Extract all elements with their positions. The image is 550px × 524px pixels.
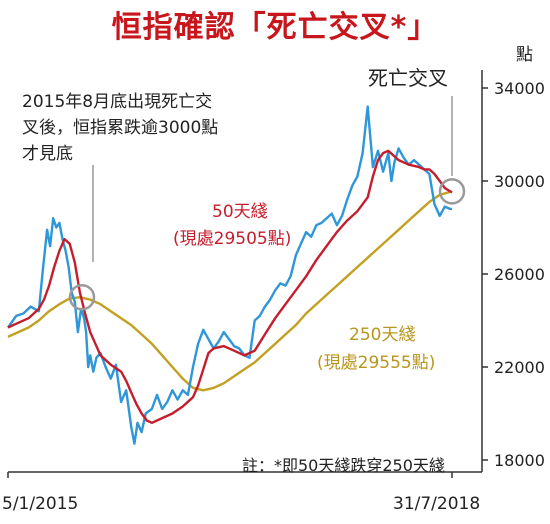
left-note-line-1: 2015年8月底出現死亡交 <box>22 92 212 112</box>
chart-title: 恒指確認「死亡交叉*」 <box>111 10 439 45</box>
ma250-value: (現處29555點) <box>317 353 435 373</box>
y-tick-label: 26000 <box>494 265 545 284</box>
y-ticks: 18000 22000 26000 30000 34000 <box>482 79 545 470</box>
x-label-start: 5/1/2015 <box>2 494 78 514</box>
right-note-label: 死亡交叉 <box>368 66 448 90</box>
y-axis-unit: 點 <box>516 45 533 65</box>
y-tick-label: 18000 <box>494 451 545 470</box>
y-tick-label: 30000 <box>494 172 545 191</box>
cross-marker-1 <box>68 284 96 311</box>
x-label-end: 31/7/2018 <box>393 494 480 514</box>
ma250-label: 250天綫 <box>349 325 415 345</box>
y-tick-label: 22000 <box>494 358 545 377</box>
hsi-line <box>7 105 452 445</box>
y-tick-label: 34000 <box>494 79 545 98</box>
footnote: 註：*即50天綫跌穿250天綫 <box>242 456 445 475</box>
series-group <box>7 105 453 445</box>
ma50-line <box>7 149 453 424</box>
left-note-line-3: 才見底 <box>22 144 73 164</box>
ma50-value: (現處29505點) <box>173 229 291 249</box>
ma50-label: 50天綫 <box>212 202 268 222</box>
left-note-line-2: 叉後，恒指累跌逾3000點 <box>22 118 218 138</box>
cross-marker-2 <box>438 178 466 205</box>
cross-markers <box>68 178 466 311</box>
